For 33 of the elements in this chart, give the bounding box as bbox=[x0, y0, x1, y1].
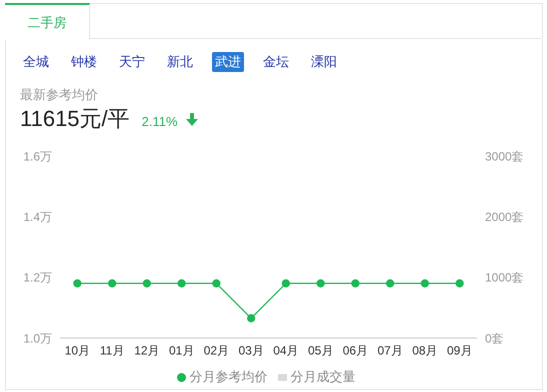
text: 11615元/平 bbox=[20, 105, 130, 133]
legend-label: 分月参考均价 bbox=[190, 369, 268, 384]
y-tick-label: 1.6万 bbox=[23, 149, 52, 164]
legend-label: 分月成交量 bbox=[290, 369, 356, 384]
text: 钟楼 bbox=[70, 53, 98, 71]
text: 溧阳 bbox=[310, 53, 338, 71]
x-tick-label: 07月 bbox=[377, 344, 403, 358]
text: 武进 bbox=[212, 52, 244, 72]
text: 全城 bbox=[22, 53, 50, 71]
y-tick-label: 1.0万 bbox=[23, 331, 52, 346]
x-tick-label: 03月 bbox=[238, 344, 264, 358]
y2-tick-label: 1000套 bbox=[485, 270, 524, 285]
x-tick-label: 11月 bbox=[100, 344, 124, 358]
x-tick-label: 10月 bbox=[64, 344, 90, 358]
x-tick-label: 04月 bbox=[273, 344, 299, 358]
y2-tick-label: 0套 bbox=[485, 331, 504, 346]
x-tick-label: 05月 bbox=[308, 344, 334, 358]
y2-tick-label: 2000套 bbox=[485, 210, 524, 224]
text: 金坛 bbox=[262, 53, 290, 71]
x-tick-label: 08月 bbox=[412, 344, 438, 358]
text: 二手房 bbox=[5, 3, 90, 40]
text: 天宁 bbox=[118, 53, 146, 71]
x-tick-label: 12月 bbox=[134, 344, 160, 358]
y2-tick-label: 3000套 bbox=[485, 149, 524, 164]
x-tick-label: 06月 bbox=[342, 344, 368, 358]
y-tick-label: 1.2万 bbox=[23, 270, 52, 285]
text: 2.11% bbox=[142, 114, 178, 129]
x-tick-label: 09月 bbox=[446, 344, 472, 358]
y-tick-label: 1.4万 bbox=[23, 210, 52, 224]
x-tick-label: 02月 bbox=[204, 344, 230, 358]
x-tick-label: 01月 bbox=[168, 344, 194, 358]
text: 最新参考均价 bbox=[20, 86, 98, 104]
text: 新北 bbox=[166, 53, 194, 71]
